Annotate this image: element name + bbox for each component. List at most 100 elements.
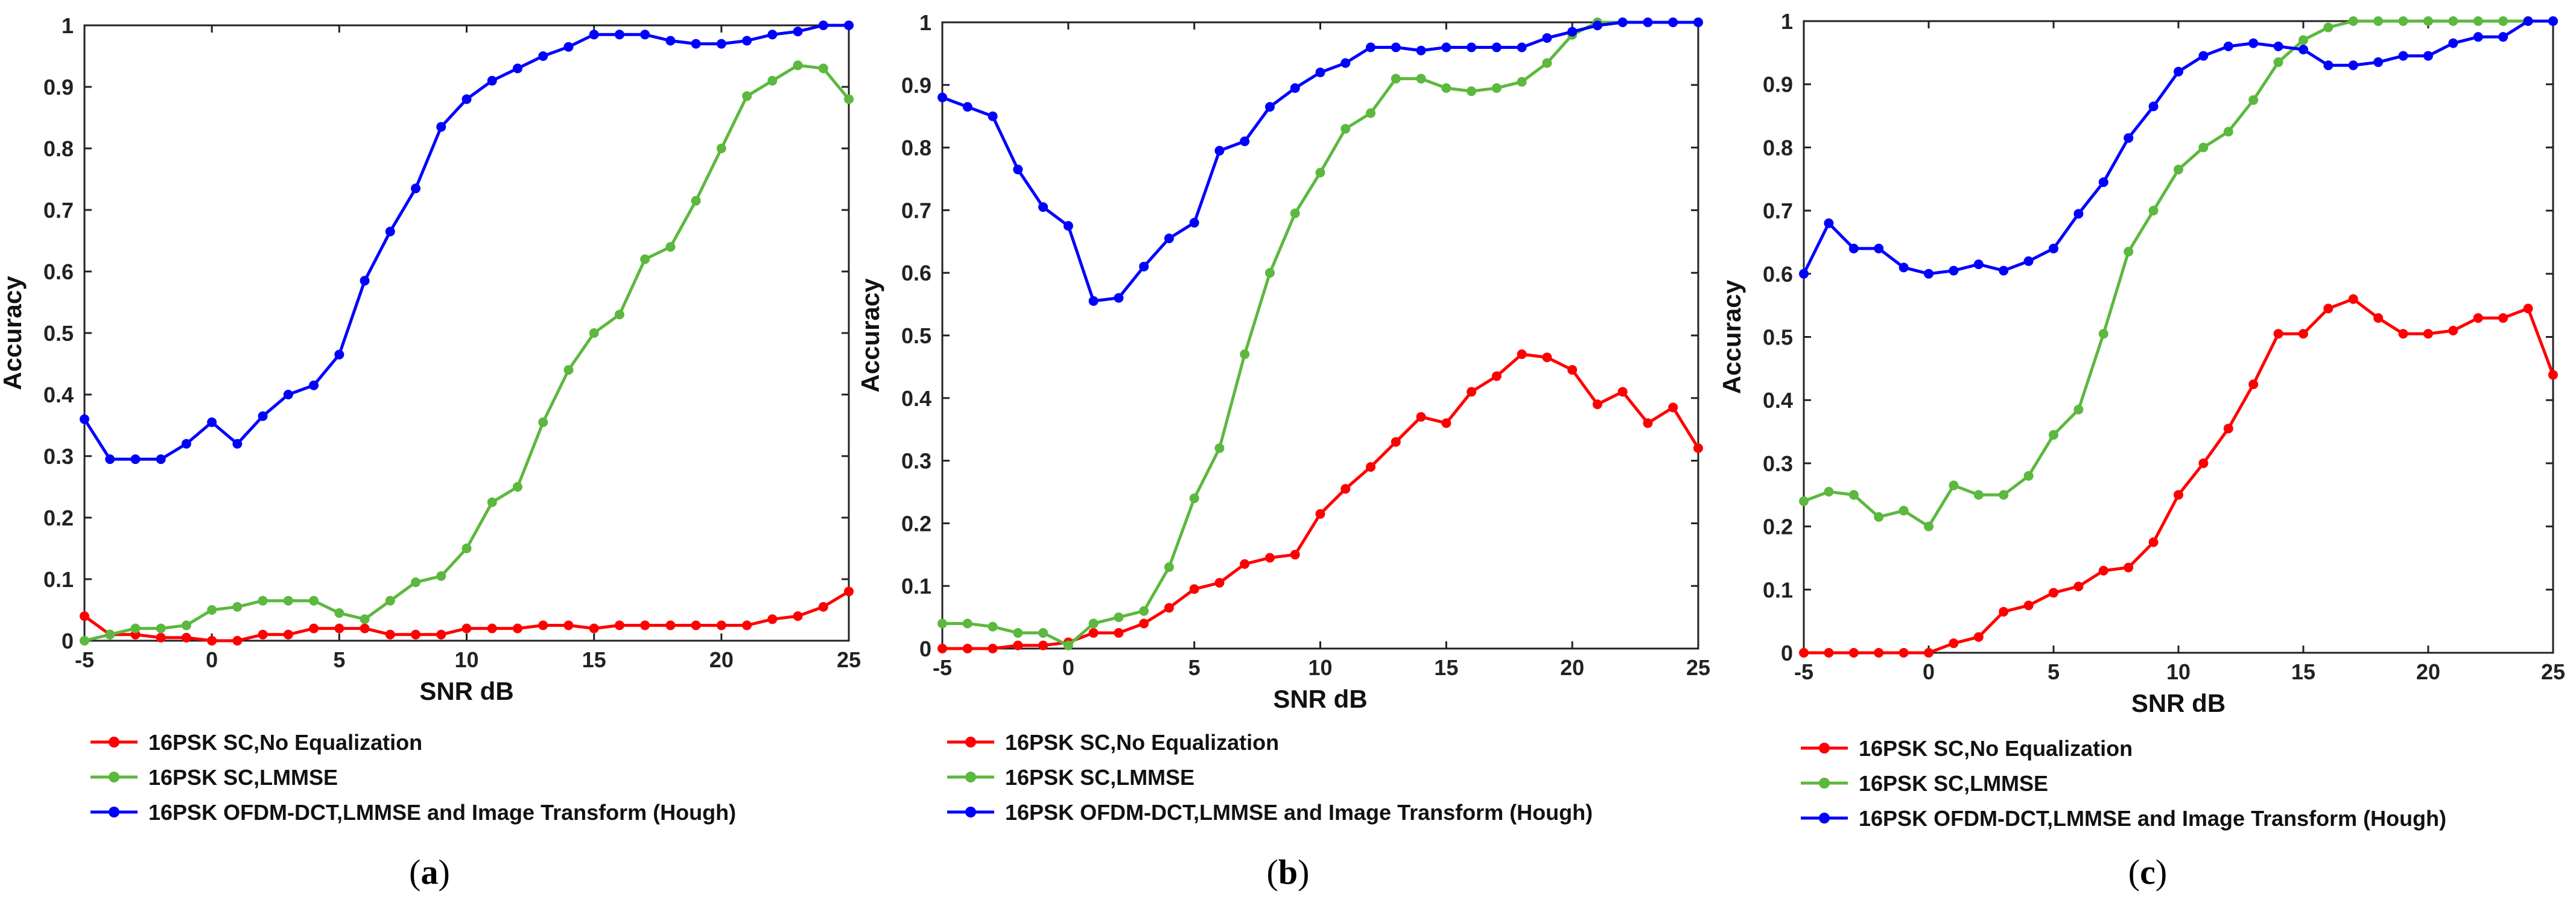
data-point — [1949, 480, 1959, 490]
legend-entry: 16PSK SC,No Equalization — [1005, 730, 1279, 755]
data-point — [411, 577, 421, 588]
data-point — [1416, 411, 1426, 422]
y-tick-label: 0.6 — [901, 261, 931, 285]
data-point — [2498, 16, 2508, 26]
data-point — [1467, 387, 1477, 397]
data-point — [716, 39, 726, 49]
data-point — [2473, 16, 2483, 26]
data-point — [2323, 303, 2333, 314]
x-tick-label: 5 — [333, 647, 345, 672]
data-point — [385, 595, 395, 606]
data-point — [80, 611, 89, 621]
y-tick-label: 0.9 — [43, 75, 74, 100]
data-point — [309, 595, 319, 606]
legend-entry: 16PSK SC,No Equalization — [1859, 736, 2133, 761]
data-point — [1315, 509, 1325, 519]
plot-frame — [941, 21, 1699, 650]
y-tick-label: 0.9 — [1763, 72, 1793, 97]
legend-entry: 16PSK OFDM-DCT,LMMSE and Image Transform… — [1859, 806, 2446, 831]
data-point — [937, 92, 947, 103]
x-tick-label: 20 — [709, 647, 734, 672]
data-point — [538, 620, 548, 630]
data-point — [1013, 628, 1023, 638]
data-point — [1139, 618, 1149, 629]
data-point — [691, 620, 701, 630]
data-point — [258, 411, 268, 421]
data-point — [2348, 16, 2358, 26]
data-point — [2073, 209, 2084, 219]
data-point — [2248, 95, 2259, 105]
data-point — [1999, 490, 2009, 500]
data-point — [2049, 588, 2058, 598]
data-point — [1517, 77, 1527, 87]
data-point — [818, 602, 828, 612]
legend-entry: 16PSK SC,No Equalization — [148, 730, 422, 755]
data-point — [614, 620, 624, 630]
data-point — [258, 595, 268, 606]
data-point — [2098, 565, 2108, 576]
series-line-3 — [83, 24, 849, 461]
y-axis-label: Accuracy — [1718, 279, 1746, 394]
data-point — [2223, 424, 2233, 434]
data-point — [767, 614, 778, 624]
data-point — [2323, 60, 2333, 71]
y-tick-label: 0.4 — [1763, 388, 1793, 413]
data-point — [2023, 600, 2034, 611]
data-point — [232, 439, 243, 449]
data-point — [2548, 370, 2558, 380]
x-tick-label: -5 — [1794, 659, 1813, 684]
data-point — [716, 620, 726, 630]
data-point — [1139, 261, 1149, 271]
y-tick-label: 0.2 — [43, 506, 74, 530]
data-point — [742, 91, 752, 101]
y-tick-label: 1 — [1781, 9, 1793, 34]
data-point — [181, 620, 191, 630]
data-point — [2423, 16, 2433, 26]
data-point — [2523, 16, 2533, 26]
data-point — [640, 254, 650, 264]
data-point — [1038, 202, 1048, 212]
data-point — [1973, 259, 1984, 270]
y-tick-label: 0.2 — [901, 511, 931, 536]
data-point — [258, 629, 268, 640]
y-tick-label: 0.2 — [1763, 515, 1793, 539]
data-point — [665, 620, 676, 630]
data-point — [1999, 606, 2009, 617]
data-point — [487, 623, 497, 633]
legend-swatch-marker — [109, 737, 119, 748]
x-tick-label: 25 — [1686, 655, 1710, 680]
y-axis-label: Accuracy — [0, 276, 27, 390]
data-point — [2373, 16, 2384, 26]
data-point — [563, 620, 574, 630]
data-point — [1088, 618, 1099, 629]
data-point — [1063, 221, 1073, 231]
data-point — [2023, 256, 2034, 266]
data-point — [1441, 83, 1451, 93]
data-point — [1617, 387, 1628, 397]
legend-swatch-marker — [965, 772, 976, 782]
legend-swatch-marker — [965, 807, 976, 817]
data-point — [1391, 437, 1401, 447]
data-point — [360, 614, 370, 624]
data-point — [1139, 606, 1149, 616]
data-point — [2049, 243, 2058, 253]
data-point — [844, 586, 854, 597]
y-tick-label: 0.6 — [1763, 262, 1793, 287]
data-point — [793, 27, 803, 37]
data-point — [512, 623, 522, 633]
x-tick-label: 5 — [1188, 655, 1201, 680]
data-point — [156, 623, 166, 633]
data-point — [436, 629, 446, 640]
data-point — [181, 439, 191, 449]
series-line-1 — [942, 352, 1700, 650]
data-point — [962, 102, 972, 112]
data-point — [1366, 462, 1376, 472]
data-point — [2423, 329, 2433, 339]
y-tick-label: 0 — [919, 636, 931, 661]
data-point — [385, 226, 395, 236]
series-line-3 — [1802, 19, 2553, 276]
data-point — [640, 30, 650, 40]
data-point — [1874, 648, 1884, 658]
data-point — [1949, 265, 1959, 276]
data-point — [1114, 293, 1124, 303]
